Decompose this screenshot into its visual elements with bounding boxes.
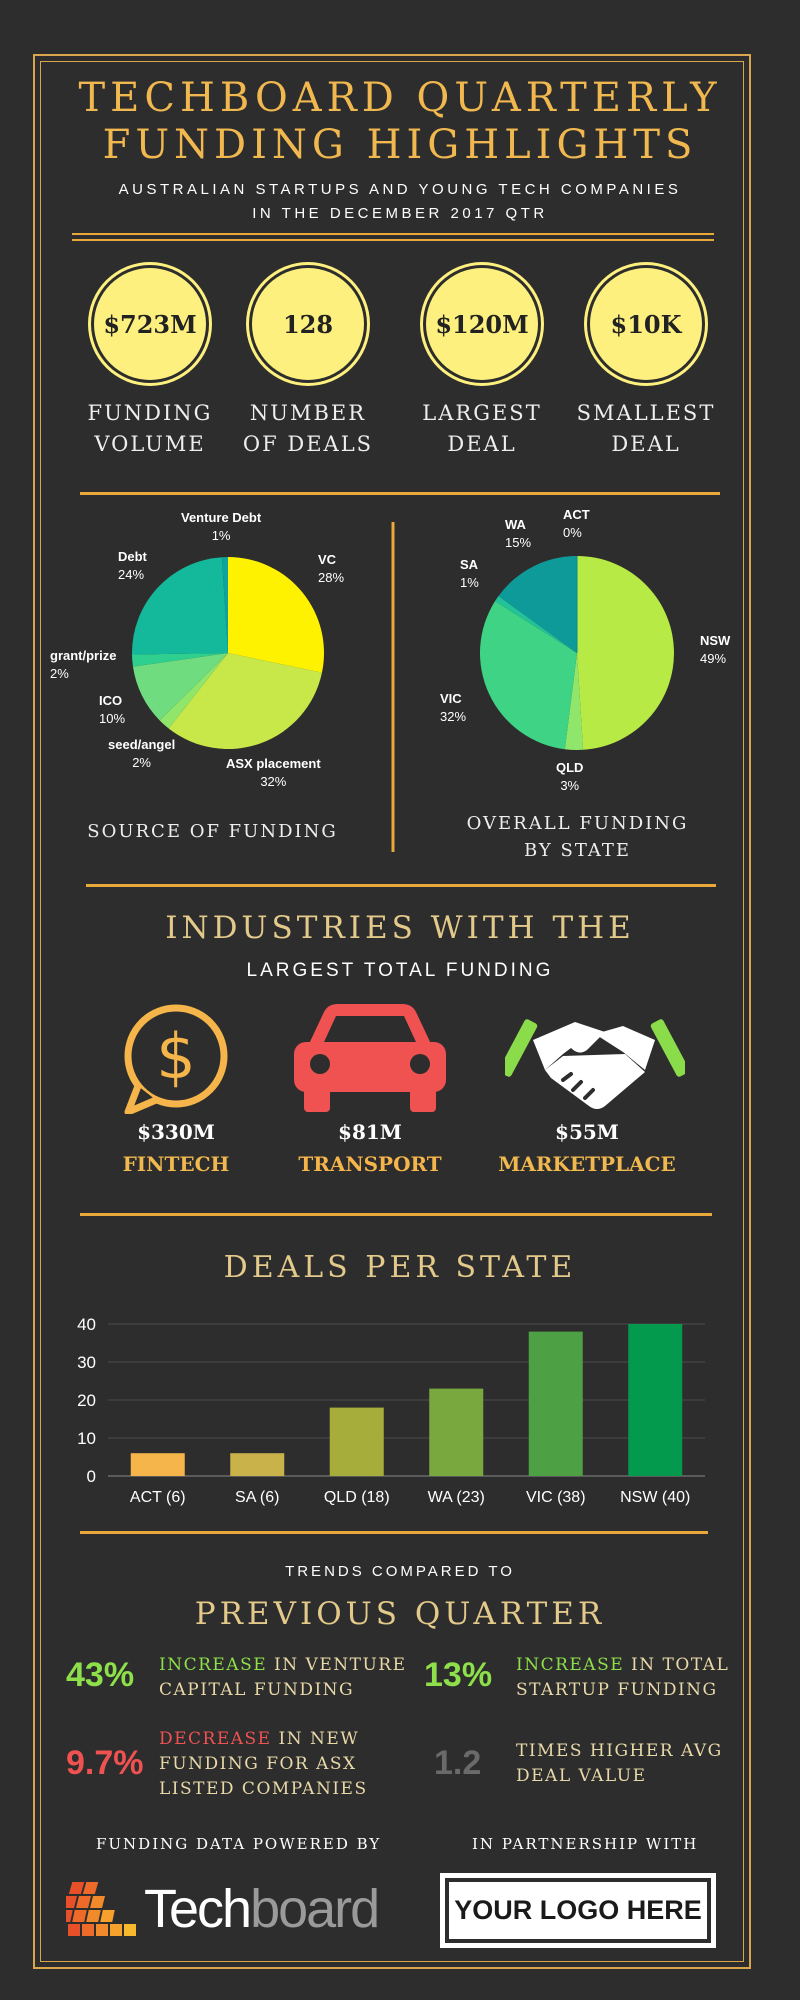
y-tick-label: 0 — [87, 1467, 96, 1486]
bar-chart-title: DEALS PER STATE — [223, 1250, 577, 1285]
pie-label: NSW 49% — [700, 633, 731, 666]
trend-number: 9.7% — [66, 1744, 144, 1782]
divider — [72, 239, 714, 241]
y-tick-label: 20 — [77, 1391, 96, 1410]
pie-slice-venture-debt — [221, 557, 228, 653]
stat-label: SMALLEST DEAL — [576, 401, 716, 456]
industry-value: $330M — [137, 1120, 215, 1144]
x-tick-label: SA (6) — [235, 1489, 279, 1506]
divider — [86, 884, 716, 887]
outer-border — [33, 54, 751, 1969]
source-of-funding-pie — [132, 557, 324, 749]
industry-value: $55M — [555, 1120, 619, 1144]
industry-name: TRANSPORT — [298, 1152, 442, 1176]
bar-wa — [429, 1388, 484, 1476]
bar-vic — [528, 1331, 583, 1476]
car-icon — [294, 1004, 446, 1112]
trend-text: DECREASE IN NEW FUNDING FOR ASX LISTED C… — [159, 1729, 368, 1799]
pie-caption: OVERALL FUNDING BY STATE — [466, 813, 689, 861]
trend-text: INCREASE IN TOTAL STARTUP FUNDING — [516, 1655, 730, 1700]
divider — [80, 1531, 708, 1534]
handshake-icon — [505, 1019, 685, 1109]
page-title-line1: TECHBOARD QUARTERLY — [78, 75, 722, 121]
pie-slice-debt — [132, 557, 228, 655]
bar-act — [130, 1453, 185, 1476]
pie-slice-qld — [564, 653, 584, 750]
industry-name: FINTECH — [122, 1152, 230, 1176]
pie-label: Venture Debt 1% — [181, 510, 262, 543]
pie-slice-vc — [228, 557, 324, 673]
trends-heading: TRENDS COMPARED TO — [285, 1563, 515, 1580]
pie-slice-ico — [132, 653, 228, 721]
logo-placeholder: YOUR LOGO HERE — [440, 1873, 716, 1948]
pie-slice-nsw — [577, 556, 674, 750]
subtitle-line1: AUSTRALIAN STARTUPS AND YOUNG TECH COMPA… — [118, 181, 682, 198]
inner-border — [40, 61, 744, 1962]
subtitle-line2: IN THE DECEMBER 2017 QTR — [252, 205, 548, 222]
trend-number: 13% — [424, 1656, 493, 1694]
pie-charts — [132, 522, 674, 852]
stat-label: FUNDING VOLUME — [87, 401, 213, 456]
pie-label: VIC 32% — [440, 691, 467, 724]
divider — [80, 1213, 712, 1216]
techboard-logo-icon — [66, 1882, 136, 1936]
page-title-line2: FUNDING HIGHLIGHTS — [102, 122, 698, 168]
pie-slice-asx-placement — [168, 653, 322, 749]
pie-slice-seed-angel — [159, 653, 228, 729]
trend-number: 1.2 — [434, 1744, 482, 1782]
techboard-wordmark: Techboard — [144, 1879, 380, 1939]
pie-slice-grant-prize — [132, 653, 228, 667]
funding-by-state-pie — [480, 556, 674, 750]
stat-number-of-deals: 128 — [252, 268, 364, 380]
stat-funding-volume: $723M — [94, 268, 206, 380]
bar-sa — [230, 1453, 285, 1476]
x-tick-label: WA (23) — [428, 1489, 485, 1506]
y-tick-label: 10 — [77, 1429, 96, 1448]
pie-label: seed/angel 2% — [108, 737, 176, 770]
pie-caption: SOURCE OF FUNDING — [87, 821, 338, 842]
pie-label: QLD 3% — [556, 760, 584, 793]
partnership-label: IN PARTNERSHIP WITH — [472, 1835, 699, 1853]
pie-slice-sa — [495, 595, 577, 653]
x-tick-label: NSW (40) — [620, 1489, 690, 1506]
industries-subheading: LARGEST TOTAL FUNDING — [246, 960, 554, 981]
pie-label: ACT 0% — [563, 507, 590, 540]
stat-smallest-deal: $10K — [590, 268, 702, 380]
trends-subheading: PREVIOUS QUARTER — [194, 1596, 606, 1632]
industry-name: MARKETPLACE — [498, 1152, 676, 1176]
bar-qld — [329, 1407, 384, 1476]
svg-text:$: $ — [156, 1020, 195, 1093]
divider — [80, 492, 720, 495]
stat-label: LARGEST DEAL — [422, 401, 542, 456]
industry-value: $81M — [338, 1120, 402, 1144]
industries-heading: INDUSTRIES WITH THE — [165, 910, 635, 946]
y-tick-label: 40 — [77, 1315, 96, 1334]
stat-largest-deal: $120M — [426, 268, 538, 380]
x-tick-label: ACT (6) — [130, 1489, 186, 1506]
powered-by-label: FUNDING DATA POWERED BY — [96, 1835, 382, 1853]
y-tick-label: 30 — [77, 1353, 96, 1372]
trend-text: INCREASE IN VENTURE CAPITAL FUNDING — [159, 1655, 407, 1700]
trend-number: 43% — [66, 1656, 135, 1694]
pie-label: ICO 10% — [99, 693, 126, 726]
pie-label: Debt 24% — [118, 549, 147, 582]
deals-per-state-chart: 0 10 20 30 40 ACT (6) SA (6) QLD (18) WA (23) VIC… — [77, 1315, 705, 1506]
bar-nsw — [628, 1324, 683, 1476]
x-tick-label: QLD (18) — [324, 1489, 390, 1506]
trend-text: TIMES HIGHER AVG DEAL VALUE — [516, 1741, 723, 1786]
dollar-chat-icon: $ — [124, 1004, 228, 1114]
pie-label: ASX placement 32% — [226, 756, 321, 789]
pie-label: grant/prize 2% — [50, 648, 117, 681]
divider — [72, 233, 714, 235]
x-tick-label: VIC (38) — [526, 1489, 586, 1506]
pie-slice-vic — [480, 601, 577, 750]
pie-label: VC 28% — [318, 552, 345, 585]
pie-slice-wa — [498, 556, 577, 653]
pie-label: SA 1% — [460, 557, 479, 590]
pie-label: WA 15% — [505, 517, 532, 550]
stat-label: NUMBER OF DEALS — [242, 401, 374, 456]
